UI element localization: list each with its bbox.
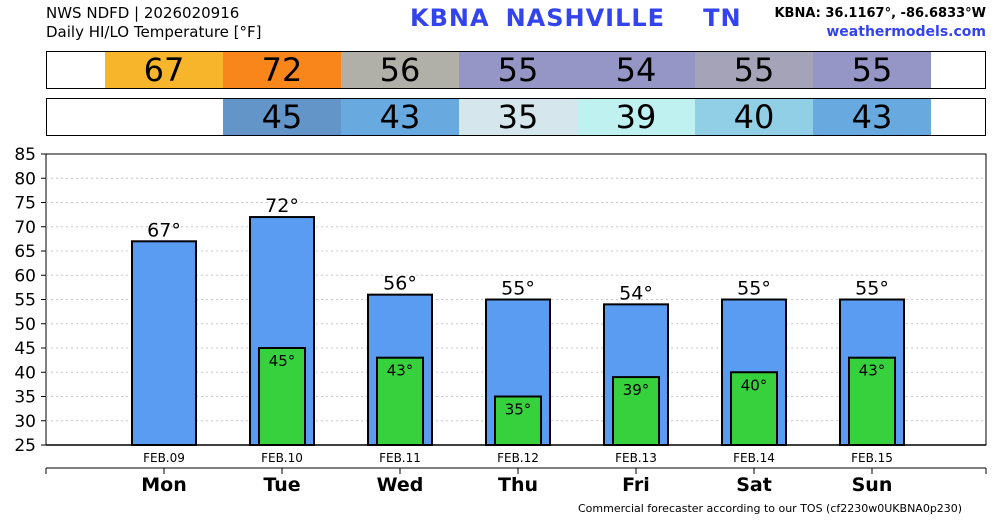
x-day-label: Sat — [736, 474, 772, 496]
lo-strip-cell: 40 — [695, 99, 813, 135]
lo-bar — [730, 371, 778, 446]
hi-bar-label: 55° — [855, 278, 889, 300]
hi-strip-cell: 56 — [341, 52, 459, 88]
y-tick-label: 65 — [14, 242, 36, 262]
lo-bar-label: 39° — [623, 381, 650, 399]
hi-temperature-strip: 67 72 56 55 54 55 55 — [46, 51, 986, 89]
state-name: TN — [703, 4, 742, 32]
lo-strip-cell: 43 — [341, 99, 459, 135]
hi-bar-label: 56° — [383, 273, 417, 295]
lo-bar — [848, 356, 896, 447]
hi-bar-label: 54° — [619, 282, 653, 304]
x-date-label: FEB.13 — [615, 451, 657, 465]
lo-bar-label: 43° — [859, 362, 886, 380]
hi-strip-cell: 72 — [223, 52, 341, 88]
lo-strip-cell: 43 — [813, 99, 931, 135]
hi-strip-cell: 55 — [695, 52, 813, 88]
x-date-label: FEB.14 — [733, 451, 775, 465]
lo-bar-label: 45° — [269, 352, 296, 370]
lo-bar-label: 40° — [741, 376, 768, 394]
lo-bar — [494, 395, 542, 446]
x-date-label: FEB.12 — [497, 451, 539, 465]
x-day-label: Wed — [377, 474, 424, 496]
hi-strip-cell: 67 — [105, 52, 223, 88]
hi-strip-cell: 55 — [459, 52, 577, 88]
y-tick-label: 80 — [14, 169, 36, 189]
x-day-label: Sun — [852, 474, 893, 496]
x-day-label: Thu — [498, 474, 538, 496]
site-link[interactable]: weathermodels.com — [826, 24, 986, 40]
lo-strip-cell: 39 — [577, 99, 695, 135]
lo-temperature-strip: 45 43 35 39 40 43 — [46, 98, 986, 136]
hi-bar-label: 55° — [501, 278, 535, 300]
hi-bar-label: 72° — [265, 195, 299, 217]
lo-strip-cell: 35 — [459, 99, 577, 135]
hi-strip-cell: 55 — [813, 52, 931, 88]
x-day-label: Tue — [263, 474, 300, 496]
y-tick-label: 60 — [14, 266, 36, 286]
y-tick-label: 40 — [14, 363, 36, 383]
hi-bar — [131, 240, 197, 446]
footer-note: Commercial forecaster according to our T… — [578, 502, 963, 515]
y-tick-label: 55 — [14, 291, 36, 311]
x-date-label: FEB.10 — [261, 451, 303, 465]
lo-strip-cell: 45 — [223, 99, 341, 135]
lo-bar — [258, 347, 306, 446]
chart-title: KBNA NASHVILLE TN — [410, 4, 758, 32]
x-date-label: FEB.15 — [851, 451, 893, 465]
hi-bar-label: 55° — [737, 278, 771, 300]
x-date-label: FEB.09 — [143, 451, 185, 465]
y-tick-label: 75 — [14, 194, 36, 214]
city-name: NASHVILLE — [505, 4, 666, 32]
x-day-label: Fri — [622, 474, 650, 496]
lo-bar-label: 35° — [505, 401, 532, 419]
source-line: NWS NDFD | 2026020916 — [46, 4, 240, 22]
header-left: NWS NDFD | 2026020916 Daily HI/LO Temper… — [46, 4, 262, 42]
y-tick-label: 70 — [14, 218, 36, 238]
y-tick-label: 50 — [14, 315, 36, 335]
y-tick-label: 35 — [14, 388, 36, 408]
y-tick-label: 25 — [14, 436, 36, 456]
hi-bar-label: 67° — [147, 219, 181, 241]
lo-bar — [376, 356, 424, 447]
x-day-label: Mon — [141, 474, 187, 496]
hi-strip-cell: 54 — [577, 52, 695, 88]
x-date-label: FEB.11 — [379, 451, 421, 465]
y-tick-label: 30 — [14, 412, 36, 432]
station-coords: KBNA: 36.1167°, -86.6833°W — [774, 6, 986, 21]
lo-bar-label: 43° — [387, 362, 414, 380]
chart-subtitle: Daily HI/LO Temperature [°F] — [46, 23, 262, 41]
y-tick-label: 85 — [14, 145, 36, 165]
header-right: KBNA: 36.1167°, -86.6833°W weathermodels… — [774, 4, 986, 42]
station-id: KBNA — [410, 4, 490, 32]
y-tick-label: 45 — [14, 339, 36, 359]
